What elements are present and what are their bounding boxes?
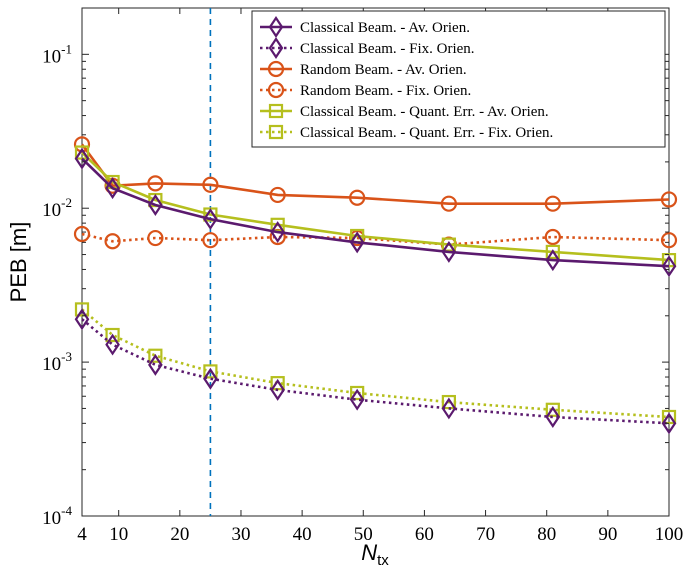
data-point — [270, 378, 285, 401]
legend-label: Random Beam. - Av. Orien. — [300, 62, 467, 78]
x-axis-label-main: N — [361, 540, 377, 565]
legend-item: Random Beam. - Fix. Orien. — [260, 81, 471, 99]
x-tick-label: 30 — [231, 524, 250, 545]
x-tick-label: 100 — [655, 524, 684, 545]
x-tick-label: 60 — [415, 524, 434, 545]
x-tick-label: 20 — [170, 524, 189, 545]
x-ticks: 4 10 20 30 40 50 60 70 80 90 100 — [77, 8, 683, 545]
legend: Classical Beam. - Av. Orien. Classical Be… — [251, 10, 666, 148]
y-tick-label: 10-2 — [42, 195, 72, 221]
x-tick-label: 70 — [476, 524, 495, 545]
y-axis-label: PEB [m] — [6, 222, 31, 303]
x-tick-label: 80 — [537, 524, 556, 545]
data-point — [441, 397, 457, 420]
data-point — [269, 186, 286, 204]
data-point — [349, 189, 366, 206]
legend-item: Classical Beam. - Quant. Err. - Fix. Ori… — [260, 124, 553, 141]
data-point — [440, 195, 457, 212]
data-point — [545, 244, 560, 260]
x-tick-label: 50 — [354, 524, 373, 545]
legend-label: Classical Beam. - Av. Orien. — [300, 20, 470, 36]
legend-marker — [268, 37, 284, 59]
x-axis-label-sub: tx — [377, 552, 389, 569]
data-point — [660, 191, 678, 208]
series-line — [80, 143, 670, 205]
legend-label: Classical Beam. - Quant. Err. - Fix. Ori… — [300, 125, 553, 141]
series-line — [81, 318, 670, 425]
data-point — [105, 333, 120, 356]
data-point — [147, 175, 164, 192]
data-point — [203, 208, 218, 231]
legend-item: Random Beam. - Av. Orien. — [260, 60, 467, 78]
legend-label: Classical Beam. - Fix. Orien. — [300, 41, 475, 57]
data-point — [104, 233, 121, 250]
data-point — [202, 232, 219, 249]
series-layer — [73, 136, 678, 435]
data-point — [74, 147, 90, 170]
legend-item: Classical Beam. - Fix. Orien. — [260, 37, 475, 59]
y-tick-label: 10-3 — [42, 349, 72, 375]
data-point — [202, 176, 219, 193]
data-point — [270, 221, 285, 244]
legend-marker — [268, 103, 284, 119]
data-point — [74, 145, 90, 160]
data-point — [349, 388, 365, 411]
series-0 — [74, 147, 677, 278]
data-point — [350, 385, 365, 401]
x-tick-label: 90 — [598, 524, 617, 545]
data-point — [545, 405, 561, 428]
data-point — [660, 232, 678, 249]
y-tick-label: 10-4 — [42, 503, 72, 529]
series-line — [81, 308, 670, 419]
data-point — [148, 348, 163, 363]
data-point — [203, 367, 218, 390]
data-point — [203, 364, 218, 379]
legend-marker — [268, 16, 284, 38]
x-tick-label: 4 — [77, 524, 87, 545]
data-point — [148, 353, 163, 376]
legend-label: Random Beam. - Fix. Orien. — [300, 83, 471, 99]
data-point — [661, 255, 677, 278]
data-point — [661, 412, 677, 435]
x-tick-label: 10 — [109, 524, 128, 545]
data-point — [349, 231, 365, 254]
data-point — [73, 225, 91, 243]
legend-item: Classical Beam. - Av. Orien. — [260, 16, 470, 38]
data-point — [148, 193, 163, 216]
series-2 — [73, 136, 678, 212]
x-tick-label: 40 — [293, 524, 312, 545]
legend-marker — [267, 81, 285, 99]
y-tick-label: 10-1 — [42, 41, 72, 67]
legend-marker — [268, 124, 284, 140]
data-point — [441, 240, 457, 263]
data-point — [544, 228, 561, 246]
legend-label: Classical Beam. - Quant. Err. - Av. Orie… — [300, 104, 549, 120]
data-point — [147, 229, 164, 247]
y-ticks: 10-4 10-3 10-2 10-1 — [42, 7, 669, 529]
legend-marker — [267, 60, 285, 78]
data-point — [105, 177, 120, 200]
data-point — [544, 195, 561, 212]
data-point — [105, 327, 120, 343]
series-line — [81, 157, 670, 268]
data-point — [545, 249, 561, 272]
legend-item: Classical Beam. - Quant. Err. - Av. Orie… — [260, 103, 549, 120]
x-axis-label: Ntx — [361, 540, 389, 569]
legend-box — [251, 10, 666, 148]
